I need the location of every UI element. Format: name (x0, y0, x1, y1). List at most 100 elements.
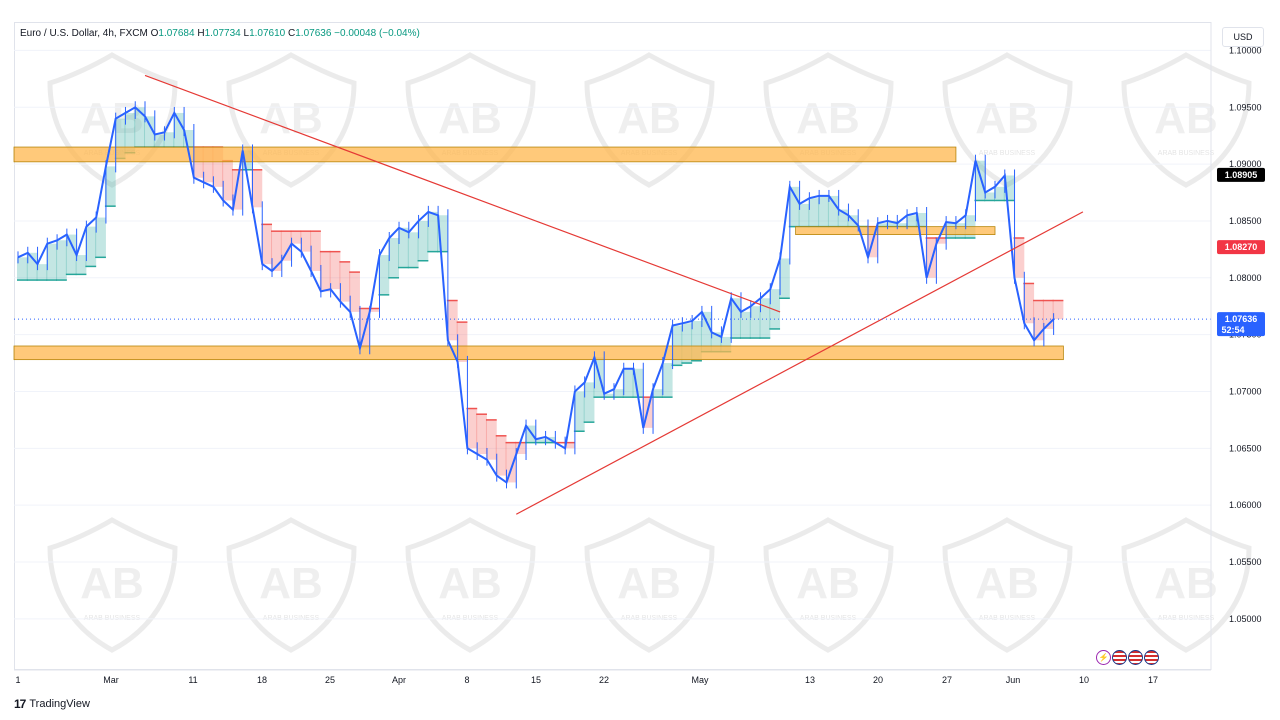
time-tick-label: 18 (257, 675, 267, 685)
bull-cloud-segment (994, 186, 1005, 201)
bull-cloud-segment (886, 220, 898, 227)
trendline (515, 211, 1084, 515)
bull-cloud-segment (691, 320, 702, 361)
bear-cloud-segment (456, 322, 468, 362)
us-flag-icon[interactable] (1144, 650, 1159, 665)
bull-cloud-segment (75, 255, 87, 275)
bull-cloud-segment (700, 311, 712, 352)
price-tick-label: 1.05500 (1229, 557, 1262, 567)
low-value: 1.07610 (249, 28, 286, 39)
time-axis[interactable]: 1 Mar 11 18 25 Apr 8 15 22 May 13 20 27 Jun 10 17 (14, 669, 1211, 685)
bull-cloud-segment (378, 255, 390, 295)
bear-cloud-segment (222, 160, 233, 201)
bull-cloud-segment (818, 195, 829, 227)
bull-cloud-segment (798, 203, 810, 227)
price-tick-label: 1.10000 (1229, 45, 1262, 55)
watermark-monogram: AB (975, 94, 1039, 143)
bull-cloud-segment (974, 160, 986, 201)
time-tick-label: 27 (942, 675, 952, 685)
tradingview-logo-icon: 17 (14, 697, 26, 711)
bear-cloud-segment (319, 251, 331, 292)
bull-cloud-segment (95, 217, 106, 258)
bear-cloud-segment (925, 238, 937, 278)
bull-cloud-segment (671, 325, 683, 366)
watermark-caption: ARAB BUSINESS (1158, 150, 1215, 157)
bar-countdown-label: 52:54 (1221, 325, 1244, 335)
currency-button[interactable]: USD (1222, 27, 1264, 47)
watermark-monogram: AB (796, 94, 860, 143)
bull-cloud-segment (583, 382, 595, 423)
bear-cloud-segment (349, 272, 360, 312)
us-flag-icon[interactable] (1112, 650, 1127, 665)
symbol-legend[interactable]: Euro / U.S. Dollar, 4h, FXCM O1.07684 H1… (20, 28, 420, 39)
watermark-shield-outline (226, 517, 357, 653)
low-label: L (243, 28, 250, 39)
watermark-monogram: AB (80, 559, 144, 608)
bull-cloud-segment (915, 212, 927, 227)
bull-cloud-segment (906, 215, 917, 227)
bear-cloud-segment (202, 147, 214, 183)
support-resistance-zone (795, 226, 996, 235)
time-tick-label: 15 (531, 675, 541, 685)
us-flag-icon[interactable] (1128, 650, 1143, 665)
bear-cloud-segment (466, 408, 478, 449)
time-tick-label: Mar (103, 675, 119, 685)
bull-cloud-segment (573, 391, 585, 432)
bear-cloud-segment (368, 308, 380, 312)
bull-cloud-segment (622, 368, 634, 398)
close-value: 1.07636 (295, 28, 332, 39)
event-badges[interactable]: ⚡ (1096, 650, 1159, 665)
support-resistance-zone (13, 146, 957, 163)
watermark-shield: AB ARAB BUSINESS (1121, 52, 1252, 188)
bull-cloud-segment (163, 132, 175, 148)
price-tick-label: 1.09500 (1229, 102, 1262, 112)
bear-cloud-segment (505, 442, 517, 483)
tradingview-footer[interactable]: 17 TradingView (14, 697, 90, 711)
time-tick-label: 20 (873, 675, 883, 685)
bull-cloud-segment (183, 130, 194, 148)
bull-cloud-segment (36, 264, 48, 281)
bear-cloud-segment (495, 435, 507, 476)
bear-cloud-segment (1052, 300, 1064, 320)
bull-cloud-segment (437, 215, 448, 252)
cloud-layer (17, 107, 1064, 483)
bull-cloud-segment (114, 118, 126, 159)
high-value: 1.07734 (204, 28, 241, 39)
bull-cloud-segment (398, 227, 409, 268)
bear-cloud-segment (192, 147, 204, 178)
zone-layer (13, 146, 1064, 361)
candle-layer (17, 101, 1055, 489)
time-tick-label: 13 (805, 675, 815, 685)
bull-cloud-segment (603, 393, 614, 398)
price-tag-label: 1.07636 (1225, 314, 1258, 324)
watermark-monogram: AB (617, 94, 681, 143)
price-tick-label: 1.09000 (1229, 159, 1262, 169)
watermark-monogram: AB (617, 559, 681, 608)
price-tick-label: 1.07000 (1229, 386, 1262, 396)
bull-cloud-segment (984, 192, 995, 201)
bull-cloud-segment (769, 289, 781, 329)
bear-cloud-segment (271, 231, 282, 271)
bull-cloud-segment (876, 223, 888, 227)
bull-cloud-segment (427, 211, 439, 252)
price-tick-label: 1.08500 (1229, 216, 1262, 226)
price-axis[interactable]: 1.100001.095001.090001.085001.080001.075… (1210, 22, 1262, 670)
bull-cloud-segment (749, 306, 761, 339)
lightning-icon[interactable]: ⚡ (1096, 650, 1111, 665)
bull-cloud-segment (56, 240, 67, 281)
bull-cloud-segment (173, 112, 185, 148)
bear-cloud-segment (251, 169, 263, 208)
bull-cloud-segment (759, 298, 771, 339)
time-tick-label: Jun (1006, 675, 1021, 685)
symbol-title[interactable]: Euro / U.S. Dollar, 4h, FXCM (20, 28, 148, 39)
bull-cloud-segment (661, 363, 673, 398)
watermark-monogram: AB (1154, 94, 1218, 143)
bull-cloud-segment (26, 252, 38, 281)
bear-cloud-segment (329, 251, 341, 290)
bull-cloud-segment (153, 134, 165, 148)
